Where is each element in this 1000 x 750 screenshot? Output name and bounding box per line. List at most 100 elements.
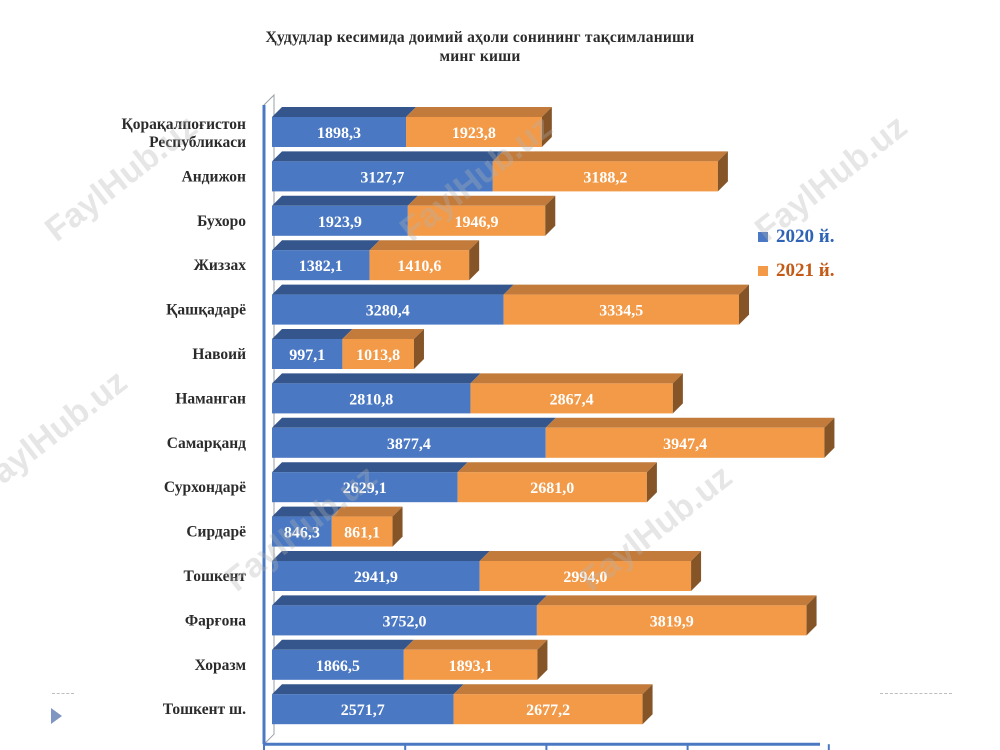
bar-2020: [272, 605, 537, 636]
chart-title: Ҳудудлар кесимида доимий аҳоли сонининг …: [0, 28, 960, 66]
bar-2020: [272, 250, 370, 281]
bar-2021-side: [413, 329, 424, 369]
legend-item-2020: 2020 й.: [758, 220, 834, 254]
bar-2020: [272, 472, 458, 503]
bar-2021-top: [403, 639, 548, 650]
legend-item-2021: 2021 й.: [758, 254, 834, 288]
legend-swatch-2021: [758, 266, 768, 276]
bar-2021-top: [536, 595, 817, 606]
bar-2020-top: [272, 684, 464, 695]
bar-2021: [403, 649, 538, 680]
category-label: Андижон: [182, 168, 246, 185]
bar-2020-top: [272, 551, 490, 561]
bar-2021: [492, 161, 718, 192]
bar-2020: [272, 205, 408, 236]
category-label: Қорақалпоғистон: [122, 116, 247, 133]
category-label: Наманган: [175, 390, 246, 407]
bar-2021: [406, 117, 542, 147]
bar-2021-top: [407, 195, 556, 206]
bar-2021-top: [470, 373, 683, 384]
data-label-2021: 3334,5: [599, 303, 643, 320]
bar-2021-top: [545, 417, 835, 428]
data-label-2020: 2571,7: [341, 702, 385, 719]
data-label-2020: 2941,9: [354, 569, 398, 586]
bar-2021: [536, 605, 807, 636]
bar-2021-side: [537, 639, 548, 680]
category-label: Республикаси: [149, 134, 246, 151]
bar-2021-side: [541, 107, 552, 147]
bar-2020: [272, 161, 493, 192]
bar-2021-side: [545, 195, 556, 236]
bar-2020-top: [272, 284, 514, 295]
bar-2021-top: [503, 284, 750, 295]
bar-2020-top: [272, 373, 481, 384]
bar-2020: [272, 649, 404, 680]
data-label-2021: 2681,0: [530, 480, 574, 497]
bar-2020-top: [272, 195, 418, 206]
bar-2021-side: [469, 240, 480, 281]
category-label: Тошкент ш.: [163, 701, 246, 718]
data-label-2020: 2810,8: [349, 391, 393, 408]
data-label-2021: 1923,8: [452, 125, 496, 142]
decorative-divider: [880, 693, 952, 694]
bar-2021-top: [492, 151, 728, 162]
bar-2021-top: [342, 329, 424, 339]
category-label: Навоий: [192, 346, 246, 363]
data-label-2020: 1923,9: [318, 214, 362, 231]
data-label-2020: 3877,4: [387, 436, 431, 453]
bar-2021-side: [646, 462, 657, 503]
bar-2021: [407, 205, 546, 236]
data-label-2021: 1893,1: [449, 658, 493, 675]
chart-subtitle: минг киши: [439, 48, 521, 65]
legend: 2020 й. 2021 й.: [758, 220, 834, 288]
bar-2020-top: [272, 240, 380, 251]
bar-2021-side: [806, 595, 817, 636]
data-label-2020: 2629,1: [343, 480, 387, 497]
bar-2021-side: [824, 417, 835, 458]
bar-2021: [470, 383, 673, 414]
bar-2020-top: [272, 462, 468, 473]
category-label: Сурхондарё: [164, 479, 246, 496]
data-label-2021: 2994,0: [563, 569, 607, 586]
bar-2021-side: [739, 284, 750, 325]
bar-2021-top: [453, 684, 653, 695]
legend-label-2020: 2020 й.: [776, 226, 835, 247]
category-label: Жиззах: [194, 257, 247, 274]
bar-2020: [272, 294, 504, 325]
bar-2020: [272, 694, 454, 725]
data-label-2021: 861,1: [344, 525, 380, 542]
category-label: Фарғона: [185, 612, 246, 629]
play-arrow-icon: [51, 708, 62, 724]
data-label-2021: 1410,6: [397, 258, 441, 275]
data-label-2021: 2677,2: [526, 702, 570, 719]
data-label-2020: 3127,7: [360, 169, 404, 186]
bar-2020-top: [272, 506, 342, 517]
chart-title-line1: Ҳудудлар кесимида доимий аҳоли сонининг …: [265, 29, 695, 46]
data-label-2021: 3947,4: [663, 436, 707, 453]
data-label-2020: 1382,1: [299, 258, 343, 275]
category-label: Тошкент: [184, 568, 247, 585]
bar-2021-top: [369, 240, 480, 251]
data-label-2020: 1898,3: [317, 125, 361, 142]
bar-2020-top: [272, 151, 503, 162]
data-label-2021: 2867,4: [550, 391, 594, 408]
category-label: Бухоро: [197, 213, 246, 230]
data-label-2021: 3188,2: [583, 169, 627, 186]
bar-2021: [545, 427, 825, 458]
bar-2021-side: [691, 551, 702, 591]
bar-2021: [503, 294, 740, 325]
data-label-2021: 3819,9: [650, 613, 694, 630]
data-label-2021: 1013,8: [356, 347, 400, 364]
data-label-2020: 997,1: [289, 347, 325, 364]
category-label: Хоразм: [195, 657, 247, 674]
data-label-2020: 1866,5: [316, 658, 360, 675]
legend-label-2021: 2021 й.: [776, 260, 835, 281]
data-label-2020: 3752,0: [382, 613, 426, 630]
legend-swatch-2020: [758, 232, 768, 242]
bar-2021: [342, 339, 414, 369]
bar-2020-top: [272, 595, 547, 606]
bar-2020-top: [272, 639, 414, 650]
data-label-2021: 1946,9: [455, 214, 499, 231]
bar-2021-side: [717, 151, 728, 192]
